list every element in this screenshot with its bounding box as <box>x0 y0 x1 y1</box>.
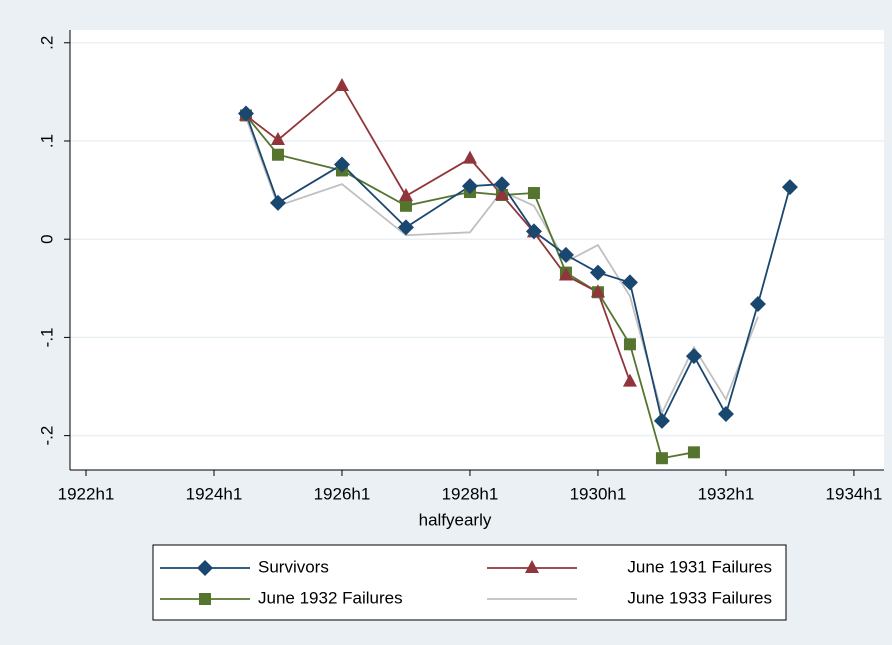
legend-box <box>152 544 787 621</box>
y-tick-label: -.2 <box>37 426 56 446</box>
marker <box>685 348 702 365</box>
x-tick-label: 1928h1 <box>442 484 499 503</box>
legend-label: June 1931 Failures <box>627 557 772 576</box>
legend-label: June 1932 Failures <box>258 588 403 607</box>
y-tick-label: 0 <box>37 234 56 243</box>
marker <box>271 148 284 161</box>
marker <box>397 219 414 236</box>
x-axis-label: halfyearly <box>419 510 492 529</box>
x-tick-label: 1934h1 <box>826 484 883 503</box>
marker <box>749 296 766 313</box>
marker <box>493 176 510 193</box>
series-line <box>245 84 631 382</box>
marker <box>527 187 540 200</box>
marker <box>462 150 477 164</box>
marker <box>558 267 573 281</box>
marker <box>557 246 574 263</box>
marker <box>590 284 605 298</box>
marker <box>653 412 670 429</box>
marker <box>781 179 798 196</box>
marker <box>623 338 636 351</box>
y-tick-label: .1 <box>37 134 56 148</box>
x-tick-label: 1932h1 <box>698 484 755 503</box>
marker <box>334 77 349 91</box>
marker <box>687 446 700 459</box>
x-tick-label: 1926h1 <box>314 484 371 503</box>
marker <box>199 593 211 605</box>
series-line <box>245 114 695 460</box>
marker <box>237 105 254 122</box>
marker <box>621 274 638 291</box>
marker <box>269 194 286 211</box>
marker <box>399 199 412 212</box>
marker <box>622 373 637 387</box>
y-tick-label: .2 <box>37 36 56 50</box>
x-tick-label: 1924h1 <box>186 484 243 503</box>
marker <box>270 132 285 145</box>
marker <box>398 187 413 201</box>
marker <box>655 452 668 465</box>
marker <box>494 187 509 200</box>
marker <box>461 178 478 195</box>
plot-area <box>70 30 884 470</box>
marker <box>197 560 213 576</box>
marker <box>525 223 542 240</box>
legend-label: Survivors <box>258 557 329 576</box>
x-tick-label: 1922h1 <box>58 484 115 503</box>
y-tick-label: -.1 <box>37 327 56 347</box>
marker <box>525 560 539 573</box>
x-tick-label: 1930h1 <box>570 484 627 503</box>
marker <box>333 156 350 173</box>
legend-label: June 1933 Failures <box>627 588 772 607</box>
marker <box>717 406 734 423</box>
marker <box>589 264 606 281</box>
